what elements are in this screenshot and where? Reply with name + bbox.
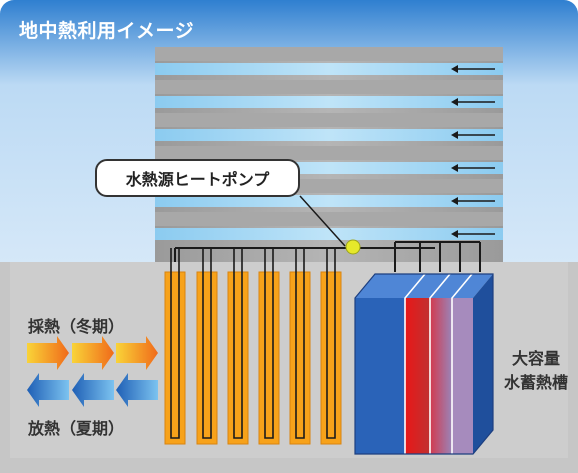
tank-side [473,274,493,454]
heat-pump-dot [345,239,361,255]
borehole-pipe-1 [170,248,180,439]
tank-label-line-2: 水蓄熱槽 [503,373,568,392]
blue-arrow-3 [116,373,158,407]
tank-divider-3 [451,273,473,454]
borehole-pipe-6 [326,248,336,439]
floor-band-6 [155,228,503,240]
borehole-pipe-4 [264,248,274,439]
blue-arrow-2 [72,373,114,407]
floor-arrow-head-6 [451,230,458,238]
floor-slab-3 [155,113,503,127]
floor-slab-6 [155,212,503,226]
floor-slab-2 [155,80,503,94]
floor-band-1 [155,63,503,75]
floor-slab-4 [155,146,503,160]
floor-slab-1 [155,47,503,61]
floor-arrow-head-3 [451,131,458,139]
pump-callout-line [299,195,346,247]
floor-band-2 [155,96,503,108]
borehole-pipe-5 [295,248,305,439]
tank-label: 大容量 水蓄熱槽 [497,347,575,395]
diagram-title: 地中熱利用イメージ [19,20,195,42]
heat-pump-label: 水熱源ヒートポンプ [125,170,270,189]
tank-front-blue [355,298,405,454]
winter-label: 採熱（冬期） [28,317,125,336]
floor-arrow-head-1 [451,65,458,73]
building [155,47,503,262]
tank-divider-2 [429,273,451,454]
floor-arrow-head-4 [451,164,458,172]
blue-arrow-1 [27,373,69,407]
borehole-4 [258,271,280,445]
building-floors [155,47,503,240]
floor-arrow-head-2 [451,98,458,106]
borehole-2 [196,271,218,445]
borehole-pipes [164,248,342,445]
floor-band-5 [155,195,503,207]
piping [174,241,481,272]
borehole-3 [227,271,249,445]
borehole-5 [289,271,311,445]
summer-heat-arrows [27,373,158,407]
winter-heat-arrows [27,336,158,370]
borehole-1 [164,271,186,445]
heat-pump-label-box: 水熱源ヒートポンプ [95,159,300,197]
borehole-pipe-2 [202,248,212,439]
floor-arrow-head-5 [451,197,458,205]
tank-outline [354,273,494,455]
tank-label-line-1: 大容量 [511,349,560,368]
orange-arrow-3 [116,336,158,370]
borehole-pipe-3 [233,248,243,439]
floor-band-3 [155,129,503,141]
tank-front-red [405,298,430,454]
summer-label: 放熱（夏期） [28,419,125,438]
tank-divider-1 [404,273,426,454]
tank-front-purple [452,298,473,454]
orange-arrow-2 [72,336,114,370]
tank-front-red-purple [430,298,452,454]
tank-top [355,274,493,298]
water-storage-tank [354,273,494,455]
borehole-6 [320,271,342,445]
orange-arrow-1 [27,336,69,370]
